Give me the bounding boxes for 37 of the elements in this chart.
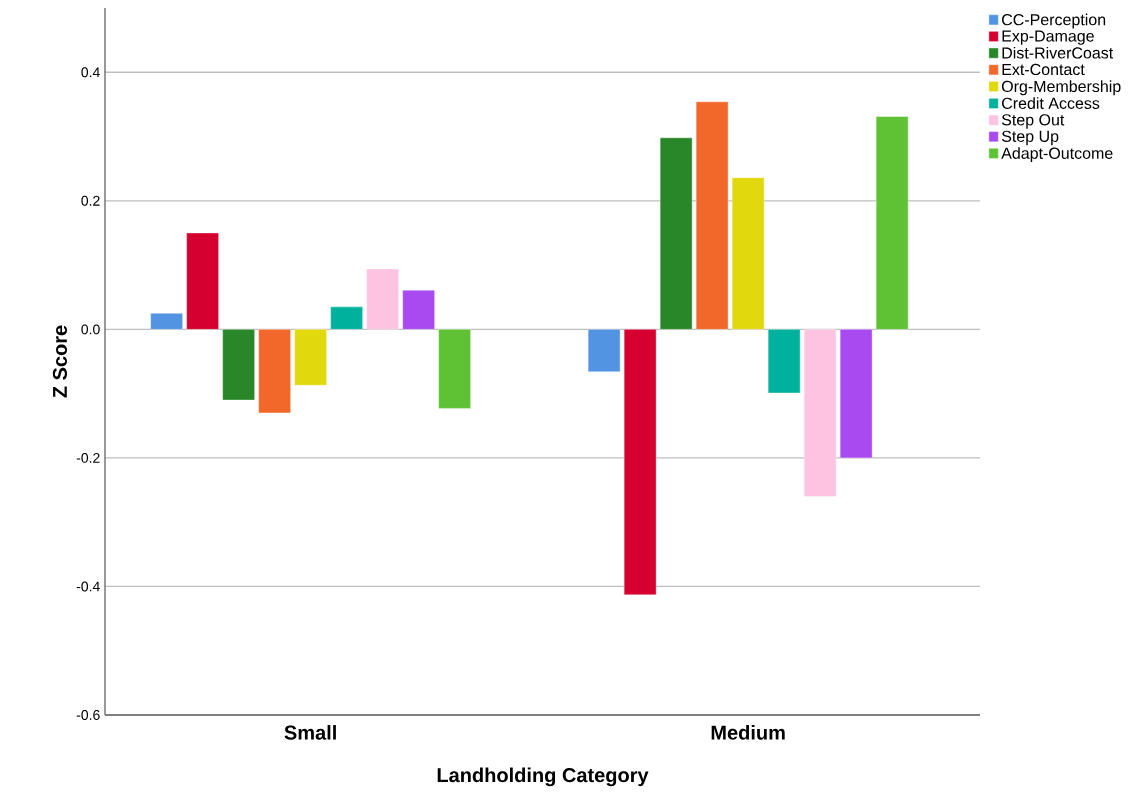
x-axis-title: Landholding Category — [437, 767, 649, 787]
bar — [294, 329, 327, 386]
bar — [767, 329, 801, 394]
legend-label: CC-Perception — [1002, 13, 1106, 29]
bar — [623, 329, 657, 596]
y-axis-title: Z Score — [52, 325, 67, 398]
bar — [659, 137, 693, 330]
x-tick-label: Medium — [711, 725, 785, 740]
legend-label: Exp-Damage — [1002, 30, 1094, 45]
y-tick-label: -0.6 — [76, 710, 100, 720]
y-tick-label: -0.2 — [76, 452, 100, 463]
bar — [222, 329, 255, 401]
bar — [366, 268, 399, 330]
bar — [587, 329, 621, 372]
legend-label: Step Out — [1001, 114, 1065, 129]
legend-label: Org-Membership — [1001, 80, 1121, 96]
bar — [875, 116, 909, 330]
bar — [731, 177, 765, 330]
bar — [150, 313, 183, 330]
y-tick-label: -0.4 — [76, 581, 100, 592]
bar — [330, 306, 363, 330]
legend-label: Credit Access — [1002, 97, 1100, 109]
legend-label: Ext-Contact — [1002, 63, 1085, 76]
bar — [258, 329, 291, 414]
y-tick-label: 0.2 — [81, 195, 100, 206]
x-tick-label: Small — [284, 725, 336, 740]
bar — [839, 329, 873, 459]
legend-label: Adapt-Outcome — [1001, 147, 1113, 163]
bar — [803, 329, 837, 497]
bar — [695, 101, 729, 330]
y-tick-label: 0.4 — [81, 67, 100, 78]
legend-label: Dist-RiverCoast — [1002, 46, 1114, 59]
bar — [186, 232, 219, 330]
bar — [438, 329, 471, 409]
legend-label: Step Up — [1001, 130, 1059, 146]
bar — [402, 289, 435, 330]
y-tick-label: 0.0 — [81, 324, 100, 335]
